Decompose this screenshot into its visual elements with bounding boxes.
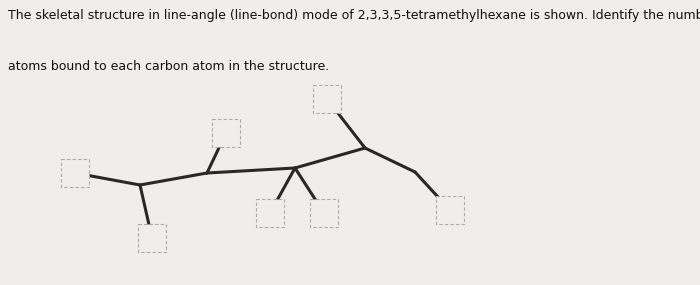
FancyBboxPatch shape — [212, 119, 240, 147]
FancyBboxPatch shape — [256, 199, 284, 227]
Text: The skeletal structure in line-angle (line-bond) mode of 2,3,3,5-tetramethylhexa: The skeletal structure in line-angle (li… — [8, 9, 700, 22]
FancyBboxPatch shape — [310, 199, 338, 227]
Text: atoms bound to each carbon atom in the structure.: atoms bound to each carbon atom in the s… — [8, 60, 330, 73]
FancyBboxPatch shape — [138, 224, 166, 252]
FancyBboxPatch shape — [436, 196, 464, 224]
FancyBboxPatch shape — [313, 85, 341, 113]
FancyBboxPatch shape — [61, 159, 89, 187]
